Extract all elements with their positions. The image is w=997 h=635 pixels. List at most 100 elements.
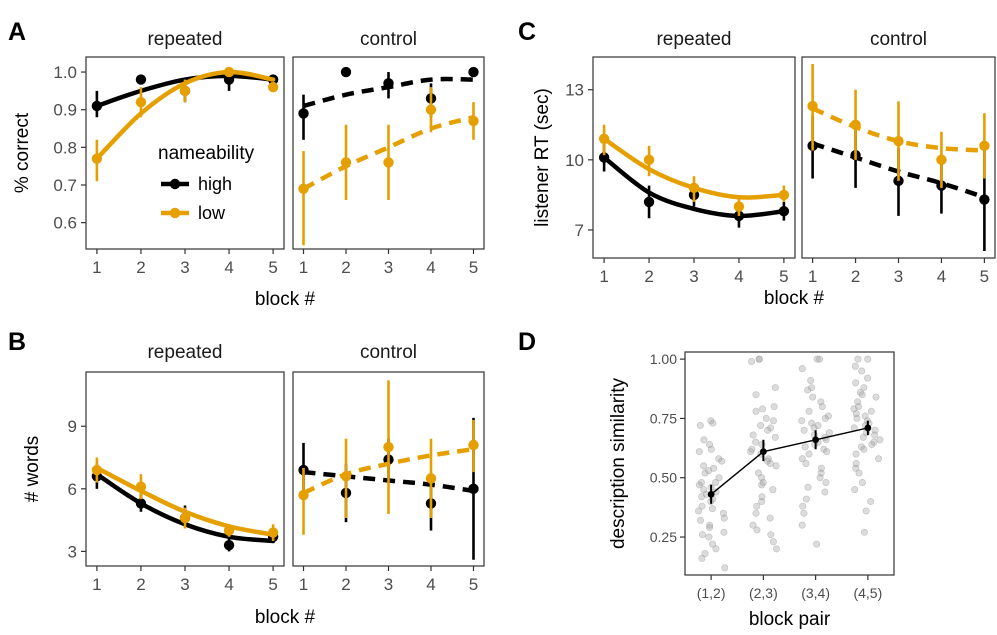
jitter-point <box>802 459 810 467</box>
facet-label: repeated <box>656 29 731 50</box>
facet-label: repeated <box>147 29 222 50</box>
x-tick-label: 5 <box>268 258 277 277</box>
jitter-point <box>707 445 715 453</box>
jitter-point <box>809 393 817 401</box>
data-point-low <box>688 182 700 194</box>
jitter-point <box>854 355 862 363</box>
y-tick-label: 1.0 <box>53 63 77 82</box>
data-point-high <box>598 152 610 163</box>
mean-point <box>864 424 872 432</box>
data-point-high <box>778 206 790 217</box>
jitter-point <box>798 417 806 425</box>
jitter-point <box>858 367 866 375</box>
jitter-point <box>799 502 807 510</box>
jitter-point <box>695 448 703 456</box>
jitter-point <box>749 521 757 529</box>
jitter-point <box>868 441 876 449</box>
x-tick-label: 3 <box>689 267 698 286</box>
x-tick-label: 3 <box>180 575 189 594</box>
jitter-point <box>715 455 723 463</box>
panel-letter-D: D <box>518 328 536 356</box>
x-tick-label: 2 <box>136 258 145 277</box>
jitter-point <box>852 464 860 472</box>
jitter-point <box>855 469 863 477</box>
jitter-point <box>700 462 708 470</box>
data-point-low <box>91 464 103 476</box>
jitter-point <box>816 474 824 482</box>
x-tick-label: (2,3) <box>749 585 778 601</box>
y-tick-label: 1.00 <box>650 351 677 367</box>
x-tick-label: 2 <box>644 267 653 286</box>
x-tick-label: 1 <box>92 258 101 277</box>
data-point-low <box>425 473 437 484</box>
y-tick-label: 13 <box>565 81 584 100</box>
jitter-point <box>860 384 868 392</box>
jitter-point <box>804 386 812 394</box>
data-point-low <box>267 527 279 538</box>
jitter-point <box>800 426 808 434</box>
facet-A-control: control 1 2 3 4 5 <box>292 29 485 277</box>
jitter-point <box>821 414 829 422</box>
jitter-point <box>876 436 884 444</box>
data-point-low <box>598 133 610 145</box>
panel-letter-C: C <box>518 18 536 46</box>
jitter-point <box>798 365 806 373</box>
data-point-low <box>179 85 191 97</box>
jitter-point <box>860 528 868 536</box>
x-tick-label: 1 <box>599 267 608 286</box>
x-axis-label: block # <box>255 289 316 310</box>
x-tick-label: 4 <box>224 575 233 594</box>
jitter-point <box>822 478 830 486</box>
y-tick-label: 0.6 <box>53 214 77 233</box>
facet-C-repeated: repeated 1 2 3 4 5 7 10 13 <box>565 29 796 286</box>
x-tick-label: 5 <box>980 267 989 286</box>
legend-key-point-high <box>169 178 181 190</box>
jitter-point <box>856 388 864 396</box>
jitter-point <box>701 469 709 477</box>
jitter-point <box>753 526 761 534</box>
x-tick-label: 5 <box>268 575 277 594</box>
y-tick-label: 0.8 <box>53 138 77 157</box>
jitter-point <box>871 431 879 439</box>
jitter-point <box>698 531 706 539</box>
jitter-point <box>767 531 775 539</box>
mean-point <box>812 436 820 444</box>
data-point-low <box>468 115 479 127</box>
y-tick-label: 0.7 <box>53 176 77 195</box>
jitter-point <box>805 450 813 458</box>
facet-frame <box>85 371 285 567</box>
x-tick-label: 5 <box>469 258 478 277</box>
jitter-point <box>698 502 706 510</box>
y-axis-label: # words <box>22 436 43 503</box>
x-tick-label: (4,5) <box>853 585 882 601</box>
jitter-point <box>752 509 760 517</box>
jitter-point <box>708 505 716 513</box>
y-tick-label: 3 <box>68 542 77 561</box>
x-tick-label: 5 <box>779 267 788 286</box>
jitter-point <box>766 459 774 467</box>
jitter-point <box>813 355 821 363</box>
data-point-high <box>223 74 235 85</box>
x-tick-label: 4 <box>426 575 435 594</box>
jitter-point <box>875 455 883 463</box>
y-tick-label: 0.25 <box>650 529 677 545</box>
facet-label: control <box>870 29 927 50</box>
jitter-point <box>816 355 824 363</box>
x-tick-label: 4 <box>224 258 233 277</box>
jitter-point <box>766 514 774 522</box>
x-tick-label: 2 <box>341 258 350 277</box>
jitter-point <box>814 422 822 430</box>
jitter-point <box>695 507 703 515</box>
data-point-low <box>733 201 745 212</box>
jitter-point <box>804 483 812 491</box>
facet-C-control: control 1 2 3 4 5 <box>801 29 996 286</box>
data-point-low <box>298 489 309 501</box>
jitter-point <box>709 540 717 548</box>
jitter-point <box>715 474 723 482</box>
x-tick-label: 2 <box>136 575 145 594</box>
jitter-point <box>864 374 872 382</box>
x-tick-label: (3,4) <box>801 585 830 601</box>
